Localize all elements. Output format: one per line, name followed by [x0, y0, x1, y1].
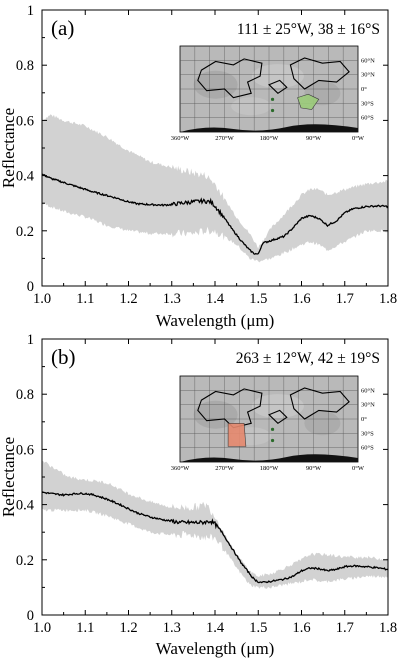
- x-tick-label: 1.8: [379, 291, 397, 307]
- x-axis-label: Wavelength (μm): [156, 311, 275, 330]
- x-tick-label: 1.5: [249, 291, 267, 307]
- x-tick-label: 1.2: [119, 291, 137, 307]
- inset-probe-marker: [270, 108, 275, 113]
- inset-longitude-label: 360°W: [171, 135, 190, 142]
- inset-latitude-label: 60°N: [361, 57, 375, 64]
- inset-longitude-label: 0°W: [352, 465, 365, 472]
- y-tick-label: 0: [27, 608, 34, 624]
- inset-highlighted-region: [297, 93, 320, 110]
- x-tick-label: 1.0: [33, 291, 51, 307]
- inset-latitude-label: 0°: [361, 86, 367, 93]
- inset-terrain-shading: [304, 411, 341, 436]
- inset-terrain-outline: [197, 388, 263, 429]
- x-tick-label: 1.2: [119, 620, 137, 636]
- y-tick-label: 1: [27, 332, 34, 348]
- x-tick-label: 1.3: [163, 620, 181, 636]
- inset-terrain-outline: [268, 79, 288, 95]
- x-tick-label: 1.7: [336, 620, 354, 636]
- inset-highlighted-region: [227, 423, 247, 447]
- panel-label: (b): [51, 345, 76, 369]
- inset-latitude-label: 60°S: [361, 115, 374, 122]
- inset-probe-marker: [270, 427, 275, 431]
- y-tick-label: 0.6: [16, 442, 34, 458]
- inset-latitude-label: 30°N: [361, 72, 375, 79]
- inset-longitude-label: 270°W: [215, 465, 234, 472]
- y-tick-label: 0.2: [16, 224, 34, 240]
- x-axis-label: Wavelength (μm): [156, 639, 275, 658]
- y-tick-label: 0: [27, 279, 34, 295]
- inset-latitude-label: 60°S: [361, 445, 374, 452]
- y-tick-label: 0.8: [16, 58, 34, 74]
- mean-spectrum-line: [41, 173, 389, 255]
- inset-latitude-label: 0°: [361, 416, 367, 423]
- x-tick-label: 1.6: [292, 620, 310, 636]
- inset-longitude-label: 180°W: [260, 465, 279, 472]
- x-tick-label: 1.3: [163, 291, 181, 307]
- inset-terrain-shading: [251, 64, 304, 89]
- x-tick-label: 1.4: [206, 291, 225, 307]
- x-tick-label: 1.7: [336, 291, 354, 307]
- inset-terrain-outline: [268, 409, 288, 425]
- x-tick-label: 1.1: [76, 291, 94, 307]
- panel-label: (a): [51, 16, 74, 40]
- inset-longitude-label: 360°W: [171, 465, 190, 472]
- inset-latitude-label: 30°N: [361, 402, 375, 409]
- inset-polar-region: [180, 124, 358, 132]
- inset-longitude-label: 90°W: [306, 135, 322, 142]
- y-tick-label: 0.2: [16, 553, 34, 569]
- inset-longitude-label: 180°W: [260, 135, 279, 142]
- inset-probe-marker: [270, 97, 275, 101]
- spread-band: [42, 114, 388, 263]
- inset-longitude-label: 90°W: [306, 465, 322, 472]
- y-tick-label: 0.6: [16, 113, 34, 129]
- x-tick-label: 1.4: [206, 620, 225, 636]
- x-tick-label: 1.5: [249, 620, 267, 636]
- inset-latitude-label: 30°S: [361, 430, 374, 437]
- location-annotation: 111 ± 25°W, 38 ± 16°S: [237, 21, 380, 38]
- x-tick-label: 1.6: [292, 291, 310, 307]
- inset-map: 360°W 270°W 180°W 90°W 0°W 60°N 30°N 0° 30°S 60°S: [171, 375, 375, 472]
- inset-latitude-label: 30°S: [361, 100, 374, 107]
- inset-longitude-label: 270°W: [215, 135, 234, 142]
- inset-longitude-label: 0°W: [352, 135, 365, 142]
- inset-polar-region: [180, 454, 358, 462]
- inset-latitude-label: 60°N: [361, 387, 375, 394]
- y-axis-label: Reflectance: [0, 108, 18, 188]
- location-annotation: 263 ± 12°W, 42 ± 19°S: [236, 350, 380, 367]
- axis-ticks: 1.0 1.1 1.2 1.3 1.4 1.5 1.6 1.7 1.8 0 0.2 0.4 0.6 0.8…: [16, 332, 397, 636]
- inset-terrain-shading: [231, 97, 272, 116]
- y-tick-label: 0.4: [16, 498, 35, 514]
- x-tick-label: 1.8: [379, 620, 397, 636]
- inset-probe-marker: [270, 438, 275, 443]
- y-tick-label: 0.8: [16, 387, 34, 403]
- y-tick-label: 0.4: [16, 169, 35, 185]
- x-tick-label: 1.1: [76, 620, 94, 636]
- y-tick-label: 1: [27, 3, 34, 19]
- panel-b: 1.0 1.1 1.2 1.3 1.4 1.5 1.6 1.7 1.8 0 0.2 0.4 0.6 0.8…: [0, 332, 397, 658]
- y-axis-label: Reflectance: [0, 437, 18, 517]
- mean-spectrum-line: [41, 491, 389, 584]
- x-tick-label: 1.0: [33, 620, 51, 636]
- inset-terrain-outline: [289, 57, 350, 90]
- inset-terrain-shading: [251, 394, 304, 419]
- axis-ticks: 1.0 1.1 1.2 1.3 1.4 1.5 1.6 1.7 1.8 0 0.2 0.4 0.6 0.8…: [16, 3, 397, 307]
- inset-terrain-outline: [289, 387, 350, 420]
- inset-map: 360°W 270°W 180°W 90°W 0°W 60°N 30°N 0° 30°S 60°S: [171, 45, 375, 142]
- panel-a: 1.0 1.1 1.2 1.3 1.4 1.5 1.6 1.7 1.8 0 0.2 0.4 0.6 0.8…: [0, 3, 397, 330]
- inset-terrain-outline: [197, 58, 263, 99]
